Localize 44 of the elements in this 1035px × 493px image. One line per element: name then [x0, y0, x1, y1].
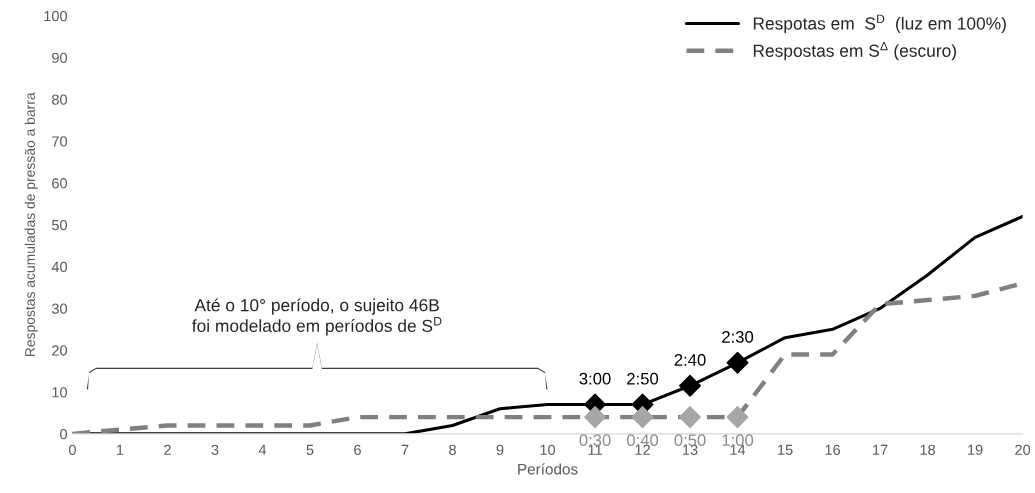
y-axis-title: Respostas acumuladas de pressão a barra [24, 92, 38, 357]
y-tick-label: 90 [52, 52, 68, 64]
y-tick-label: 20 [52, 345, 68, 356]
legend-label: Respostas em S$^{Δ}$ (escuro) [753, 41, 956, 61]
annotation: 0:40 [626, 434, 659, 447]
x-tick-label: 17 [873, 444, 888, 455]
y-tick-label: 70 [52, 136, 68, 147]
x-tick-label: 20 [1015, 444, 1031, 455]
x-tick-label: 16 [825, 444, 841, 455]
y-tick-label: 60 [52, 178, 68, 189]
annotation: 2:40 [674, 354, 706, 366]
x-tick-label: 3 [211, 444, 219, 455]
annotation: 0:30 [579, 434, 611, 447]
y-tick-label: 100 [44, 10, 68, 22]
annotation: 3:00 [579, 372, 611, 385]
annotation: 0:50 [674, 434, 706, 447]
annotation: 2:50 [627, 372, 659, 385]
y-tick-label: 10 [52, 387, 68, 398]
y-tick-label: 0 [60, 428, 68, 440]
x-tick-label: 2 [164, 444, 171, 455]
legend-label: Respotas em S$^{D}$ (luz em 100%) [753, 14, 1006, 34]
x-tick-label: 8 [449, 444, 456, 455]
x-tick-label: 0 [68, 444, 76, 455]
x-tick-label: 4 [258, 444, 267, 455]
x-tick-label: 12 [635, 444, 650, 455]
annotation: 2:30 [722, 331, 754, 343]
x-tick-label: 9 [496, 444, 504, 455]
x-tick-label: 7 [401, 444, 409, 455]
x-tick-label: 6 [354, 444, 361, 455]
x-tick-label: 19 [968, 444, 983, 455]
x-tick-label: 5 [306, 444, 314, 455]
y-tick-label: 40 [51, 261, 68, 273]
y-tick-label: 80 [52, 94, 68, 105]
x-tick-label: 18 [920, 444, 936, 455]
x-tick-label: 14 [730, 444, 746, 455]
y-tick-label: 50 [51, 219, 68, 231]
y-tick-label: 30 [51, 303, 68, 314]
x-tick-label: 13 [683, 444, 698, 455]
x-axis-title: Períodos [518, 463, 578, 475]
annotation: 1:00 [722, 434, 754, 447]
annotation: Até o 10° período, o sujeito 46B foi modelado em períodos de S$^{D}$ [192, 298, 442, 336]
x-tick-label: 10 [540, 444, 556, 455]
x-tick-label: 1 [117, 444, 124, 455]
x-tick-label: 15 [778, 444, 793, 455]
